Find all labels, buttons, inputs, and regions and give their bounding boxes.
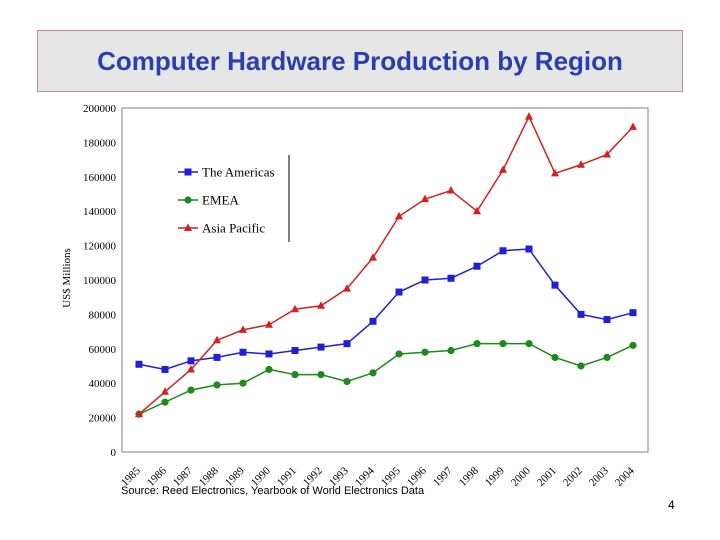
data-point-square	[291, 347, 299, 355]
data-point-circle	[577, 362, 585, 370]
page-number: 4	[668, 498, 675, 512]
slide-title: Computer Hardware Production by Region	[97, 45, 623, 76]
legend-marker-square	[184, 168, 192, 176]
y-axis-label: US$ Millions	[61, 248, 73, 308]
legend-label-2: Asia Pacific	[202, 221, 265, 236]
legend-label-1: EMEA	[202, 193, 239, 208]
series-line-0	[138, 248, 634, 371]
data-point-square	[395, 288, 403, 296]
y-tick-label: 0	[111, 447, 117, 459]
data-point-square	[369, 317, 377, 325]
legend-marker-circle	[184, 196, 192, 204]
data-point-square	[603, 316, 611, 324]
x-tick-label: 1999	[483, 465, 507, 489]
series-line-1	[138, 342, 634, 415]
y-tick-label: 20000	[89, 413, 117, 425]
y-tick-label: 200000	[83, 103, 117, 115]
data-point-circle	[473, 340, 481, 348]
data-point-triangle	[135, 409, 143, 418]
data-point-triangle	[577, 160, 585, 168]
data-point-circle	[603, 353, 611, 361]
data-point-square	[551, 281, 559, 289]
data-point-circle	[239, 379, 247, 387]
data-point-circle	[161, 398, 169, 406]
data-point-circle	[629, 341, 637, 349]
data-point-circle	[499, 340, 507, 348]
data-point-square	[187, 357, 195, 365]
data-point-triangle	[447, 186, 455, 194]
data-point-triangle	[343, 284, 351, 292]
data-point-square	[447, 274, 455, 282]
data-point-square	[265, 350, 273, 358]
y-tick-label: 80000	[89, 309, 117, 321]
plot-frame	[121, 107, 649, 453]
data-point-triangle	[525, 112, 533, 120]
data-point-circle	[187, 386, 195, 394]
data-point-triangle	[473, 206, 481, 215]
data-point-triangle	[239, 325, 247, 333]
data-point-triangle	[265, 320, 273, 328]
data-point-square	[239, 348, 247, 356]
data-point-circle	[343, 377, 351, 386]
y-tick-label: 160000	[83, 172, 117, 184]
data-point-triangle	[629, 122, 637, 130]
data-point-triangle	[291, 304, 299, 313]
data-point-circle	[525, 340, 533, 348]
data-point-circle	[213, 381, 221, 389]
data-point-square	[577, 310, 585, 318]
data-point-circle	[395, 350, 403, 358]
data-point-circle	[291, 371, 299, 379]
data-point-triangle	[317, 301, 325, 309]
data-point-triangle	[551, 168, 559, 177]
data-point-triangle	[395, 211, 403, 220]
title-box: Computer Hardware Production by Region	[37, 30, 683, 92]
data-point-triangle	[369, 253, 377, 261]
data-point-triangle	[421, 194, 429, 203]
data-point-circle	[447, 346, 455, 355]
data-point-square	[525, 245, 533, 253]
y-tick-label: 180000	[83, 137, 117, 149]
data-point-square	[317, 343, 325, 351]
legend-marker-triangle	[184, 223, 192, 231]
data-point-square	[629, 309, 637, 317]
data-point-square	[473, 262, 481, 270]
y-tick-label: 40000	[89, 378, 117, 390]
data-point-triangle	[499, 165, 507, 173]
x-tick-label: 2001	[535, 465, 559, 489]
data-point-circle	[265, 365, 273, 374]
x-tick-label: 1998	[457, 465, 481, 489]
data-point-triangle	[161, 387, 169, 395]
data-point-circle	[421, 348, 429, 356]
x-tick-label: 2002	[561, 465, 585, 489]
data-point-square	[161, 365, 169, 373]
data-point-square	[343, 340, 351, 348]
data-point-circle	[369, 369, 377, 377]
data-point-triangle	[213, 335, 221, 344]
legend-label-0: The Americas	[202, 165, 275, 180]
source-note: Source: Reed Electronics, Yearbook of Wo…	[121, 485, 425, 497]
y-tick-label: 100000	[83, 275, 117, 287]
data-point-square	[499, 247, 507, 255]
y-tick-label: 140000	[83, 206, 117, 218]
data-point-circle	[317, 371, 325, 379]
y-tick-label: 120000	[83, 241, 117, 253]
y-tick-label: 60000	[89, 344, 117, 356]
data-point-triangle	[187, 364, 195, 373]
x-tick-label: 1997	[431, 465, 455, 489]
x-tick-label: 2003	[587, 465, 611, 489]
series-line-2	[138, 114, 634, 415]
data-point-triangle	[603, 149, 611, 158]
data-point-circle	[551, 353, 559, 361]
data-point-square	[421, 276, 429, 284]
data-point-square	[213, 353, 221, 361]
x-tick-label: 2004	[613, 465, 637, 489]
x-tick-label: 2000	[509, 465, 533, 489]
data-point-square	[135, 360, 143, 368]
